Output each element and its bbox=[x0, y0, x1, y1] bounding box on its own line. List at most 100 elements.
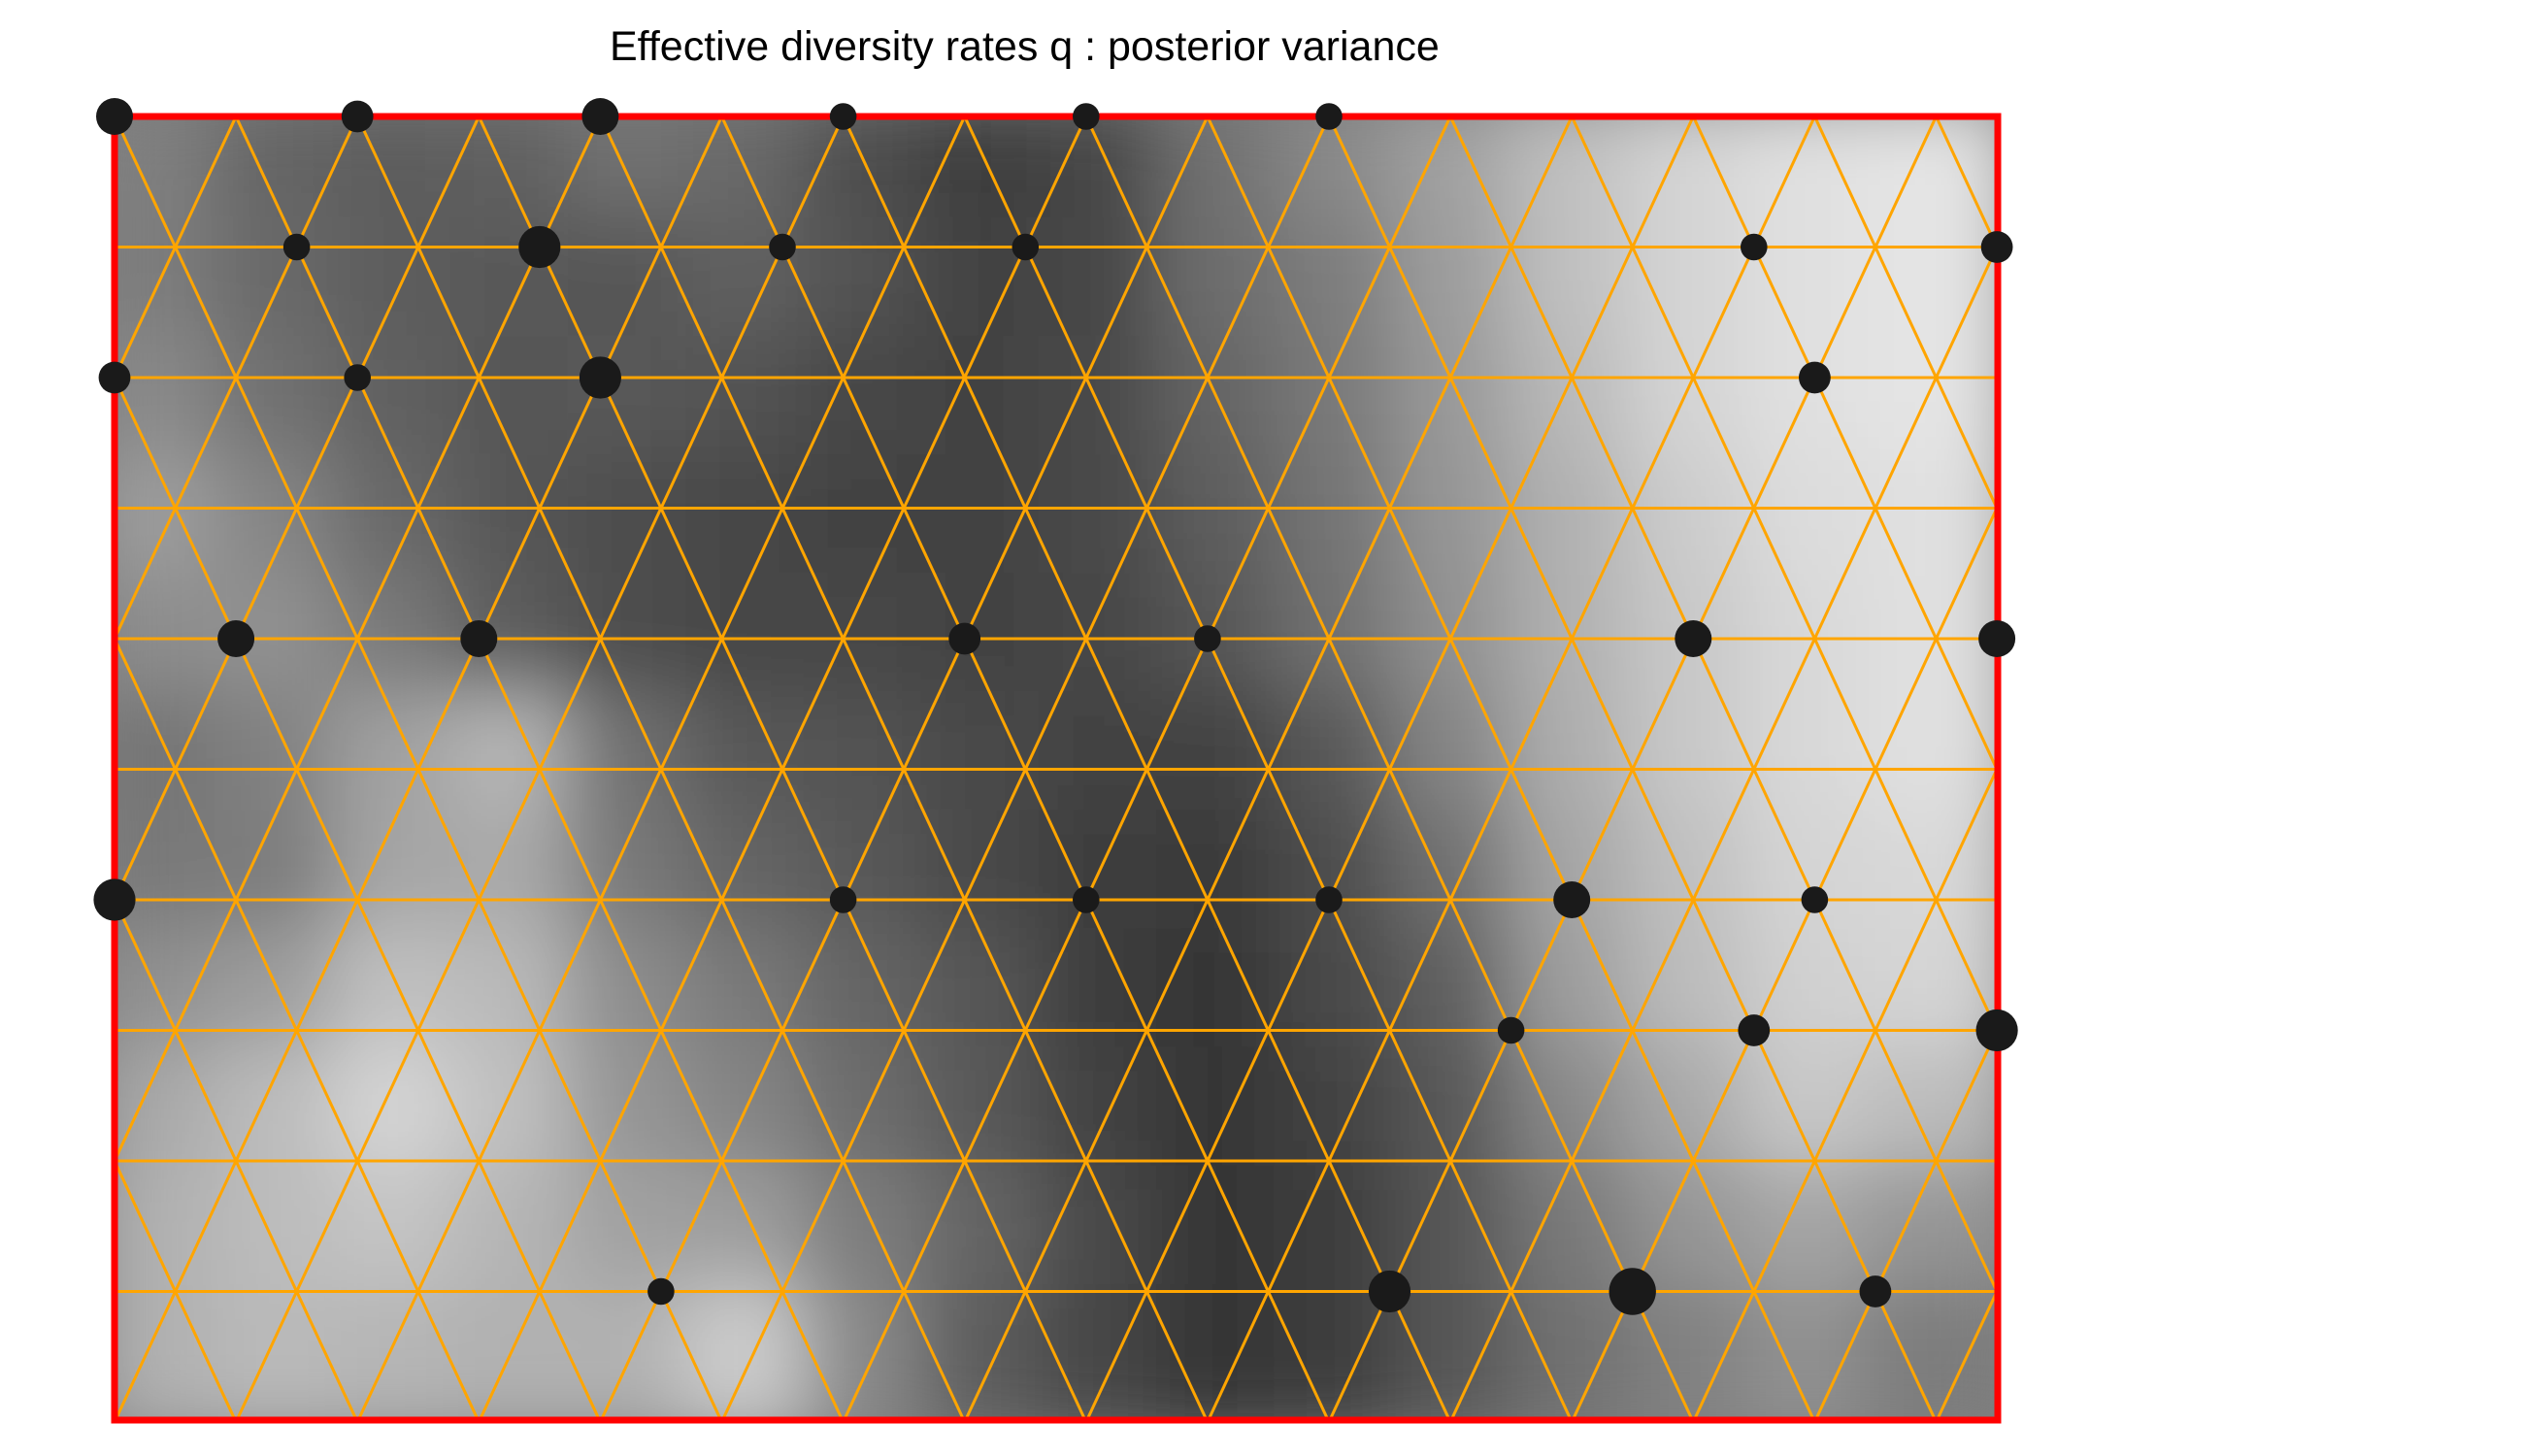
sample-point bbox=[829, 103, 857, 130]
sample-point bbox=[518, 225, 561, 269]
heatmap-cell bbox=[1862, 1283, 1998, 1420]
grid-diagonal bbox=[599, 246, 663, 379]
grid-diagonal bbox=[1813, 377, 1877, 510]
grid-diagonal bbox=[234, 768, 298, 901]
grid-diagonal bbox=[1570, 507, 1635, 640]
grid-diagonal bbox=[1023, 1290, 1088, 1423]
grid-diagonal bbox=[1388, 899, 1452, 1032]
grid-diagonal bbox=[477, 246, 542, 379]
grid-diagonal bbox=[1631, 638, 1695, 771]
grid-diagonal bbox=[113, 116, 177, 248]
grid-diagonal bbox=[720, 899, 784, 1032]
grid-diagonal bbox=[1144, 1290, 1210, 1423]
grid-diagonal bbox=[1327, 638, 1391, 771]
grid-diagonal bbox=[174, 246, 238, 379]
grid-diagonal bbox=[842, 116, 906, 248]
grid-diagonal bbox=[1448, 768, 1512, 901]
grid-diagonal bbox=[538, 899, 602, 1032]
grid-diagonal bbox=[174, 899, 238, 1032]
grid-diagonal bbox=[599, 638, 663, 771]
grid-diagonal bbox=[295, 507, 359, 640]
grid-diagonal bbox=[780, 507, 845, 640]
grid-diagonal bbox=[1935, 377, 1999, 510]
grid-diagonal bbox=[538, 1029, 602, 1162]
grid-diagonal bbox=[1084, 1160, 1148, 1293]
grid-diagonal bbox=[599, 1290, 663, 1423]
grid-diagonal bbox=[720, 1290, 784, 1423]
grid-diagonal bbox=[1570, 116, 1635, 248]
grid-diagonal bbox=[659, 246, 723, 379]
grid-diagonal bbox=[842, 768, 906, 901]
grid-diagonal bbox=[174, 507, 238, 640]
sample-point bbox=[96, 98, 133, 135]
grid-diagonal bbox=[113, 246, 177, 379]
grid-diagonal bbox=[1206, 1290, 1270, 1423]
grid-diagonal bbox=[1144, 1160, 1210, 1293]
grid-diagonal bbox=[1023, 1029, 1088, 1162]
grid-diagonal bbox=[659, 116, 723, 248]
grid-diagonal bbox=[1752, 246, 1816, 379]
grid-diagonal bbox=[234, 116, 298, 248]
sample-point bbox=[579, 356, 622, 399]
grid-diagonal bbox=[720, 1029, 784, 1162]
grid-diagonal bbox=[1267, 899, 1331, 1032]
grid-diagonal bbox=[416, 116, 481, 248]
grid-diagonal bbox=[1813, 507, 1877, 640]
grid-diagonal bbox=[1691, 1290, 1756, 1423]
grid-diagonal bbox=[295, 638, 359, 771]
chart-title: Effective diversity rates q : posterior … bbox=[610, 23, 1440, 70]
grid-diagonal bbox=[1935, 246, 1999, 379]
grid-diagonal bbox=[1935, 899, 1999, 1032]
grid-diagonal bbox=[113, 377, 177, 510]
grid-diagonal bbox=[659, 507, 723, 640]
grid-diagonal bbox=[1631, 246, 1695, 379]
grid-diagonal bbox=[1084, 638, 1148, 771]
grid-diagonal bbox=[1267, 1290, 1331, 1423]
grid-diagonal bbox=[538, 768, 602, 901]
grid-diagonal bbox=[902, 1160, 967, 1293]
grid-diagonal bbox=[1570, 1029, 1635, 1162]
grid-diagonal bbox=[1752, 377, 1816, 510]
sample-point bbox=[460, 620, 498, 657]
grid-diagonal bbox=[1023, 768, 1088, 901]
grid-diagonal bbox=[902, 507, 967, 640]
grid-diagonal bbox=[1448, 1029, 1512, 1162]
grid-diagonal bbox=[234, 1029, 298, 1162]
grid-diagonal bbox=[902, 246, 967, 379]
grid-diagonal bbox=[1874, 768, 1938, 901]
grid-diagonal bbox=[1084, 377, 1148, 510]
grid-diagonal bbox=[234, 246, 298, 379]
grid-diagonal bbox=[1267, 246, 1331, 379]
grid-diagonal bbox=[355, 768, 420, 901]
grid-diagonal bbox=[720, 246, 784, 379]
grid-diagonal bbox=[1023, 116, 1088, 248]
grid-diagonal bbox=[599, 377, 663, 510]
grid-diagonal bbox=[416, 1160, 481, 1293]
grid-diagonal bbox=[174, 1290, 238, 1423]
grid-diagonal bbox=[1752, 899, 1816, 1032]
grid-diagonal bbox=[902, 1290, 967, 1423]
grid-diagonal bbox=[1023, 246, 1088, 379]
grid-diagonal bbox=[234, 507, 298, 640]
grid-diagonal bbox=[842, 246, 906, 379]
grid-diagonal bbox=[1874, 638, 1938, 771]
sample-point bbox=[1738, 1014, 1771, 1046]
grid-diagonal bbox=[1448, 638, 1512, 771]
grid-diagonal bbox=[659, 768, 723, 901]
grid-diagonal bbox=[780, 377, 845, 510]
grid-diagonal bbox=[1084, 116, 1148, 248]
grid-diagonal bbox=[720, 507, 784, 640]
sample-point bbox=[769, 233, 796, 261]
grid-diagonal bbox=[1509, 116, 1574, 248]
grid-diagonal bbox=[1388, 116, 1452, 248]
grid-diagonal bbox=[174, 1160, 238, 1293]
grid-diagonal bbox=[1874, 377, 1938, 510]
grid-diagonal bbox=[1813, 899, 1877, 1032]
grid-diagonal bbox=[234, 377, 298, 510]
grid-diagonal bbox=[902, 899, 967, 1032]
grid-diagonal bbox=[234, 1160, 298, 1293]
grid-diagonal bbox=[538, 246, 602, 379]
grid-diagonal bbox=[1691, 507, 1756, 640]
grid-diagonal bbox=[842, 638, 906, 771]
